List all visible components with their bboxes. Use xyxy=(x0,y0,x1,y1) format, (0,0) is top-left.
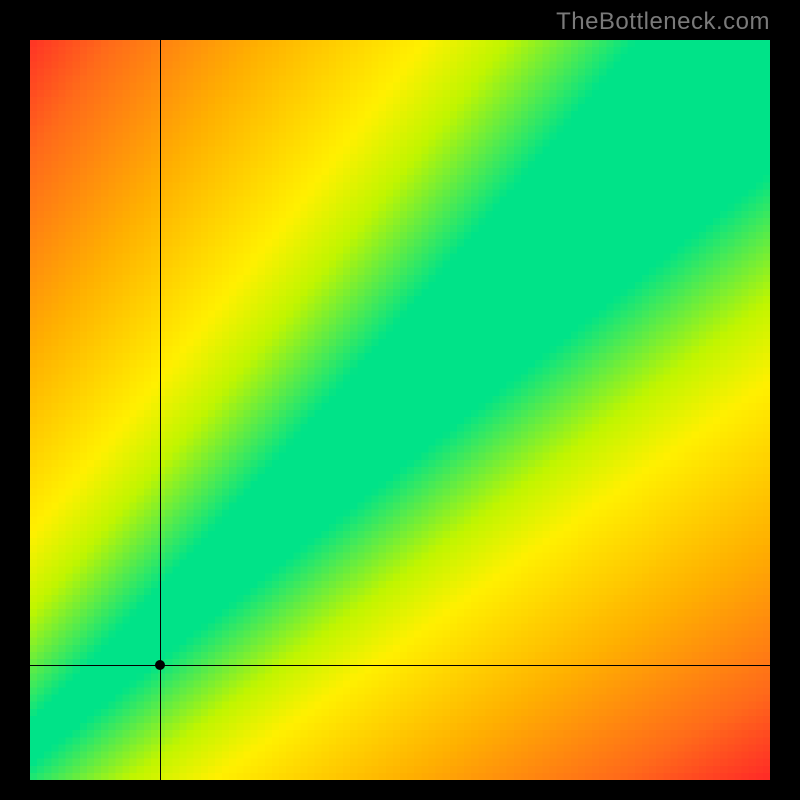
watermark-text: TheBottleneck.com xyxy=(556,8,770,36)
chart-frame: TheBottleneck.com xyxy=(0,0,800,800)
heatmap-canvas xyxy=(30,40,770,780)
plot-area xyxy=(30,40,770,780)
